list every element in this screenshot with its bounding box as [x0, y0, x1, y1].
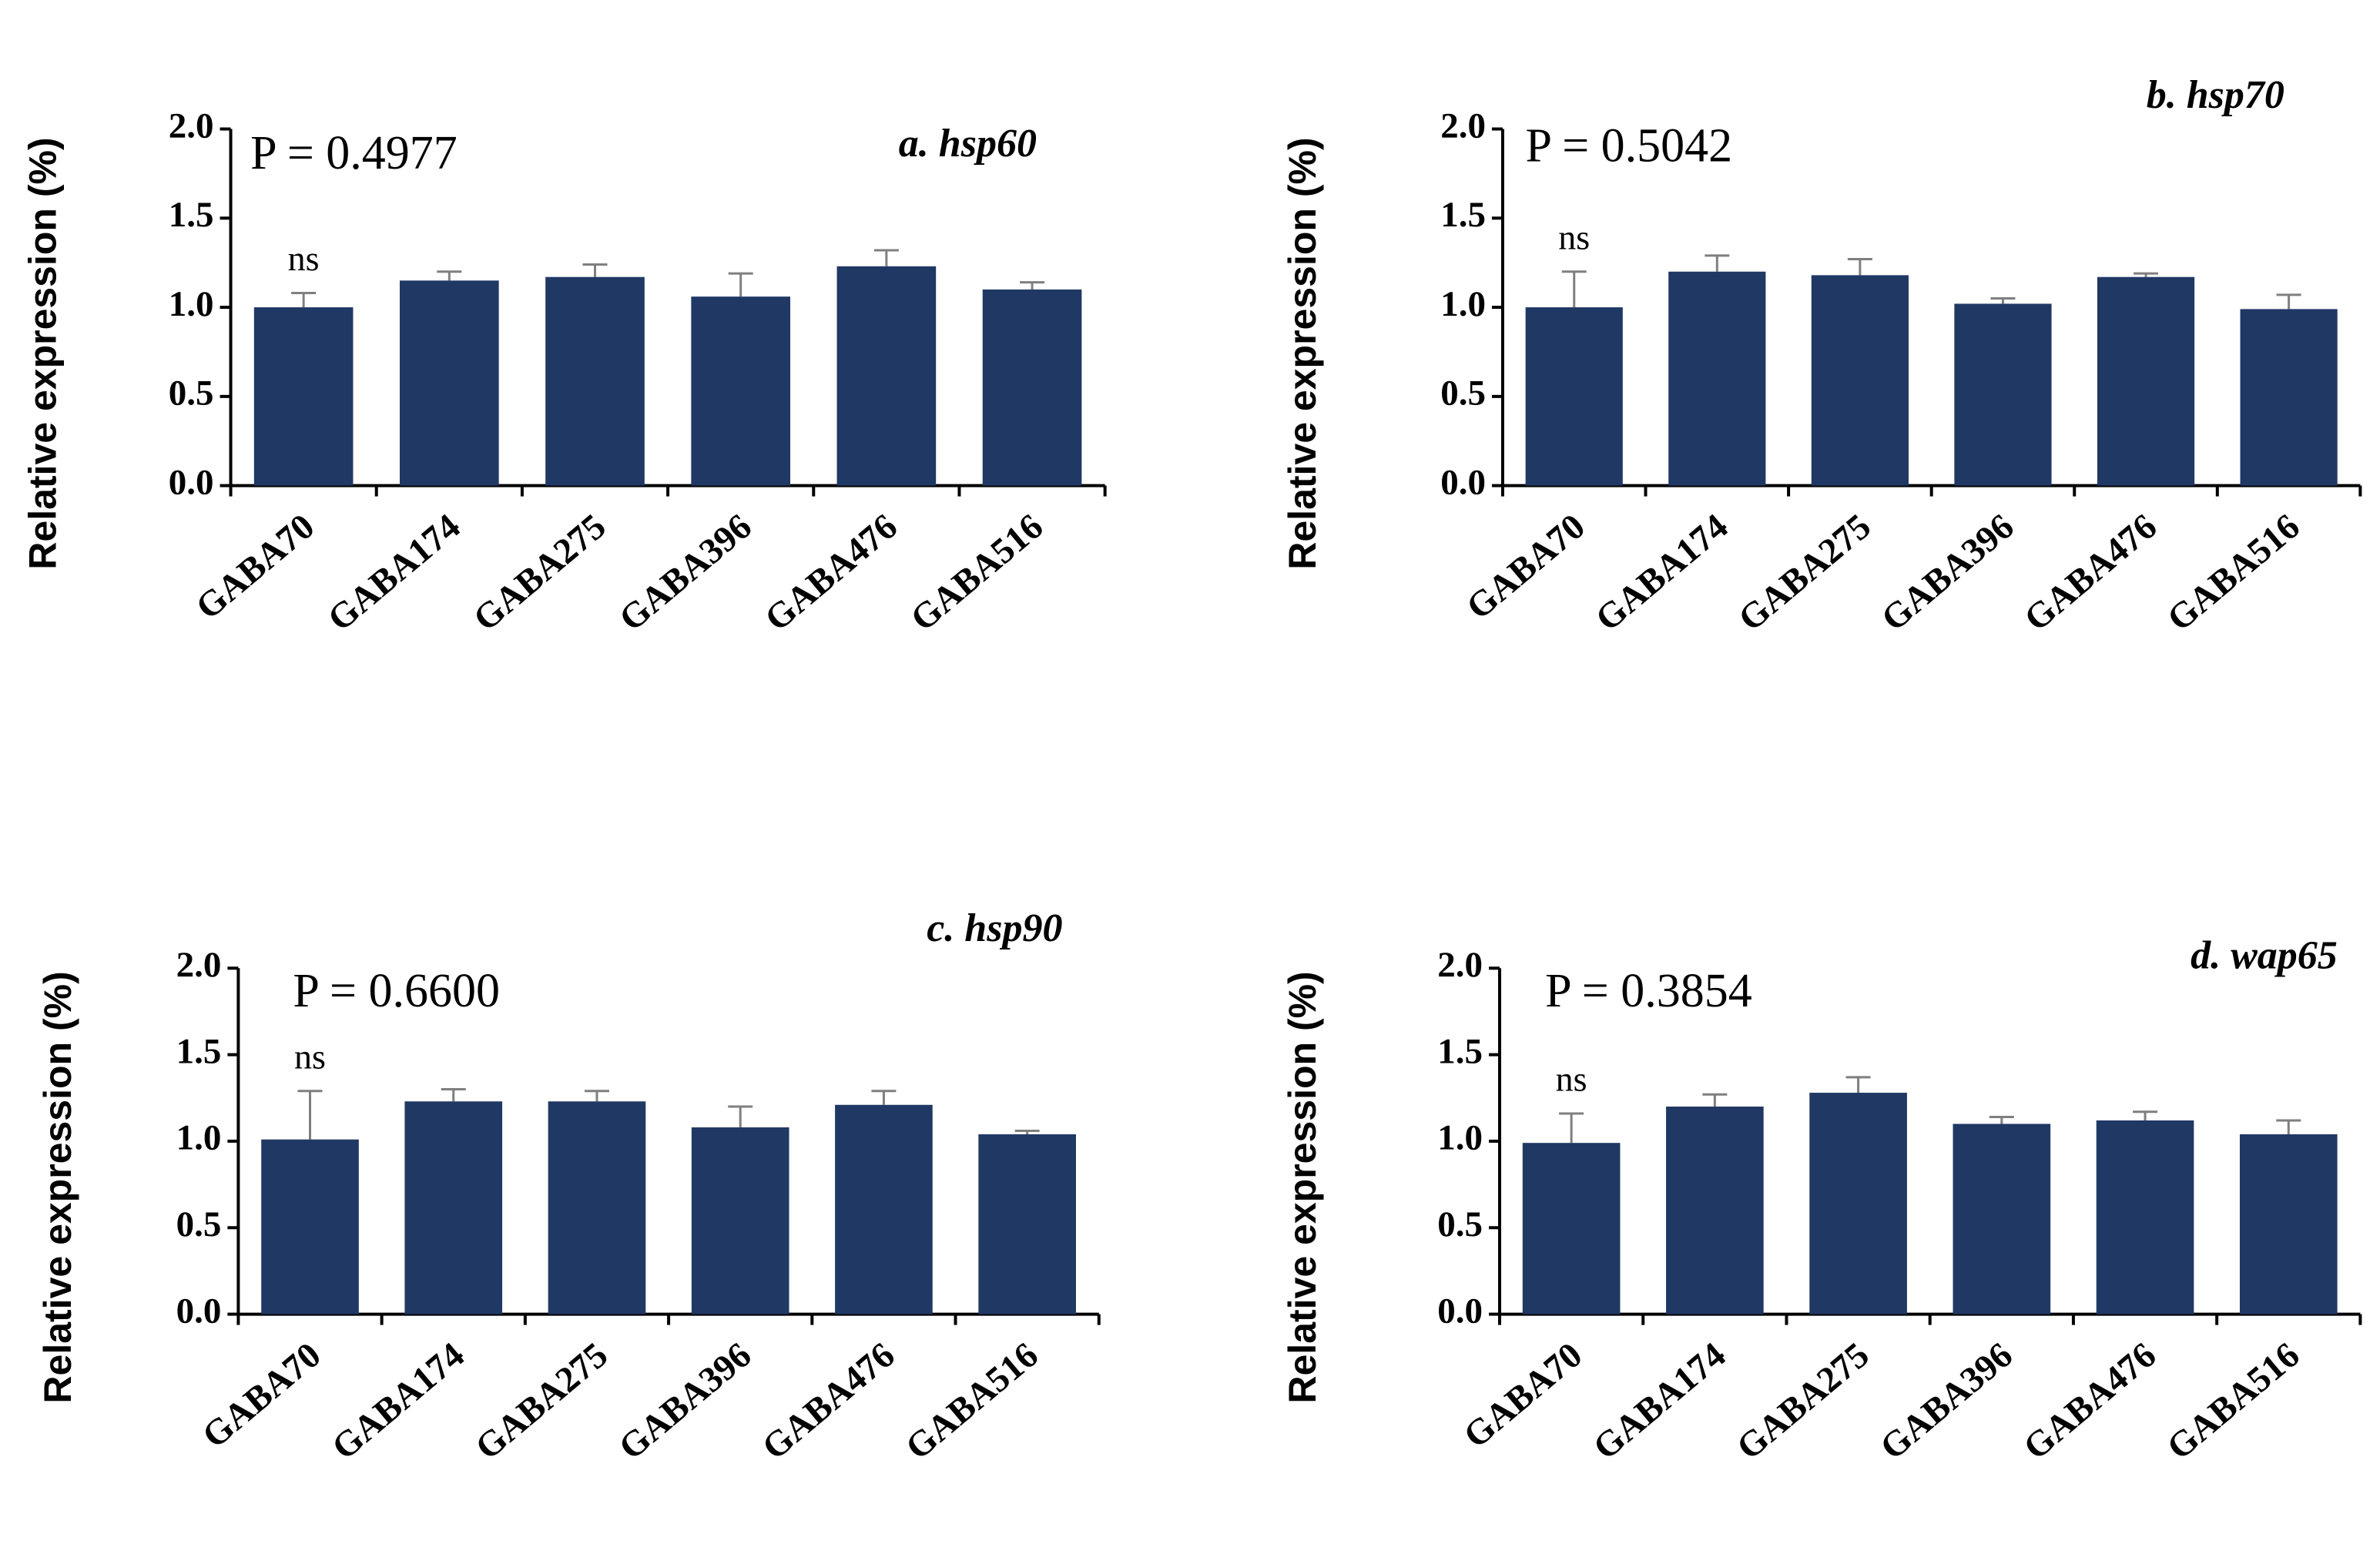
- x-tick-label: GABA70: [1456, 1335, 1590, 1455]
- significance: ns: [1558, 217, 1590, 256]
- y-tick-label: 1.5: [1440, 195, 1486, 235]
- y-axis-label: Relative expression (%): [36, 971, 79, 1403]
- x-tick-label: GABA275: [1731, 506, 1878, 638]
- bar: [1668, 271, 1766, 486]
- y-tick-label: 0.5: [1440, 373, 1486, 414]
- bar: [2240, 309, 2338, 486]
- y-tick-label: 1.0: [169, 284, 214, 324]
- y-tick-label: 1.0: [176, 1118, 222, 1158]
- x-tick-label: GABA174: [1586, 1335, 1733, 1467]
- x-tick-label: GABA396: [1872, 1335, 2020, 1467]
- title: a. hsp60: [899, 122, 1037, 166]
- p-value: P = 0.4977: [250, 127, 458, 179]
- bar: [2097, 276, 2195, 486]
- bar: [978, 1134, 1076, 1314]
- bar: [691, 1127, 789, 1314]
- significance: ns: [294, 1037, 326, 1076]
- y-tick-label: 0.5: [169, 373, 214, 414]
- y-tick-label: 0.0: [1440, 462, 1486, 502]
- bar: [1666, 1107, 1764, 1314]
- x-tick-label: GABA396: [1874, 506, 2021, 638]
- x-tick-label: GABA275: [1729, 1335, 1876, 1467]
- y-tick-label: 1.0: [1437, 1118, 1483, 1158]
- y-tick-label: 1.5: [169, 195, 214, 235]
- x-tick-label: GABA516: [903, 506, 1051, 638]
- x-tick-label: GABA174: [324, 1335, 471, 1467]
- bar: [1525, 307, 1623, 486]
- p-value: P = 0.6600: [293, 965, 500, 1017]
- bar: [548, 1101, 646, 1314]
- x-tick-label: GABA476: [755, 1335, 902, 1467]
- bar: [691, 296, 791, 486]
- y-tick-label: 2.0: [169, 105, 214, 146]
- y-tick-label: 2.0: [1440, 105, 1486, 146]
- x-tick-label: GABA396: [612, 506, 759, 638]
- x-tick-label: GABA70: [1459, 506, 1592, 627]
- p-value: P = 0.5042: [1526, 119, 1733, 172]
- bar: [1522, 1143, 1621, 1314]
- bar: [253, 307, 354, 486]
- bar: [836, 266, 937, 486]
- significance: ns: [1556, 1060, 1587, 1099]
- bar: [261, 1139, 359, 1314]
- x-tick-label: GABA396: [612, 1335, 759, 1467]
- bar: [2239, 1134, 2338, 1314]
- title: b. hsp70: [2147, 73, 2284, 117]
- bar: [1809, 1093, 1907, 1314]
- y-tick-label: 0.0: [176, 1291, 222, 1331]
- y-axis-label: Relative expression (%): [1281, 971, 1324, 1403]
- x-tick-label: GABA275: [468, 1335, 615, 1467]
- x-tick-label: GABA275: [466, 506, 613, 638]
- x-tick-label: GABA174: [320, 506, 468, 638]
- y-tick-label: 0.5: [176, 1204, 222, 1244]
- bar: [1953, 1124, 2051, 1314]
- y-axis-label: Relative expression (%): [1281, 137, 1324, 569]
- y-tick-label: 0.5: [1437, 1204, 1483, 1244]
- y-tick-label: 0.0: [169, 462, 214, 502]
- x-tick-label: GABA476: [2016, 1335, 2164, 1467]
- y-tick-label: 1.5: [176, 1031, 222, 1071]
- bar: [2096, 1120, 2194, 1314]
- bar: [399, 280, 499, 486]
- bar: [835, 1104, 933, 1314]
- p-value: P = 0.3854: [1545, 965, 1752, 1017]
- bar: [1954, 303, 2052, 486]
- bar: [1811, 275, 1909, 486]
- title: d. wap65: [2191, 933, 2338, 977]
- y-tick-label: 0.0: [1437, 1291, 1483, 1331]
- x-tick-label: GABA516: [898, 1335, 1045, 1467]
- bar: [404, 1101, 503, 1314]
- x-tick-label: GABA174: [1588, 506, 1735, 638]
- x-tick-label: GABA70: [195, 1335, 328, 1455]
- bar: [982, 289, 1082, 486]
- y-axis-label: Relative expression (%): [21, 137, 64, 569]
- y-tick-label: 2.0: [176, 945, 222, 985]
- bar: [545, 276, 645, 486]
- y-tick-label: 1.0: [1440, 284, 1486, 324]
- y-tick-label: 1.5: [1437, 1031, 1483, 1071]
- x-tick-label: GABA516: [2160, 506, 2307, 638]
- title: c. hsp90: [927, 906, 1062, 950]
- x-tick-label: GABA476: [2017, 506, 2164, 638]
- significance: ns: [288, 239, 320, 278]
- y-tick-label: 2.0: [1437, 945, 1483, 985]
- x-tick-label: GABA516: [2160, 1335, 2307, 1467]
- x-tick-label: GABA70: [189, 506, 322, 627]
- x-tick-label: GABA476: [757, 506, 904, 638]
